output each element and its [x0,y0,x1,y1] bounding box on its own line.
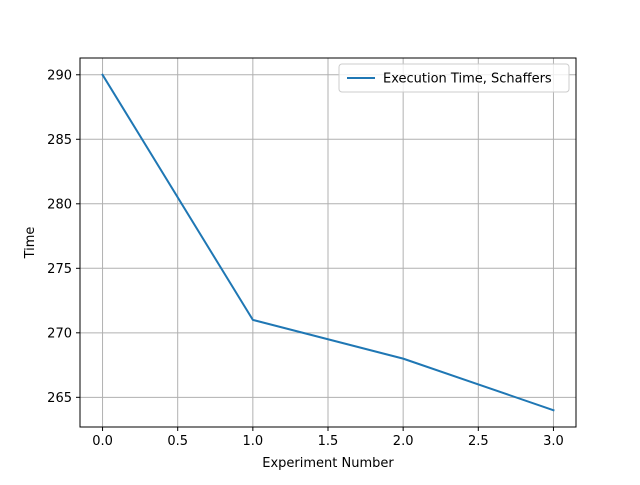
x-tick-label: 2.0 [393,434,414,449]
y-tick-label: 290 [47,68,72,83]
x-tick-label: 1.0 [243,434,264,449]
x-tick-label: 0.0 [92,434,113,449]
x-tick-label: 0.5 [167,434,188,449]
legend: Execution Time, Schaffers [339,64,569,92]
y-axis-label: Time [23,227,38,260]
legend-label: Execution Time, Schaffers [383,72,552,87]
x-tick-label: 1.5 [318,434,339,449]
y-tick-label: 280 [47,197,72,212]
y-tick-label: 275 [47,262,72,277]
x-axis-label: Experiment Number [262,456,394,471]
x-tick-label: 3.0 [543,434,564,449]
y-tick-label: 265 [47,391,72,406]
y-tick-label: 270 [47,326,72,341]
x-tick-label: 2.5 [468,434,489,449]
y-tick-label: 285 [47,133,72,148]
